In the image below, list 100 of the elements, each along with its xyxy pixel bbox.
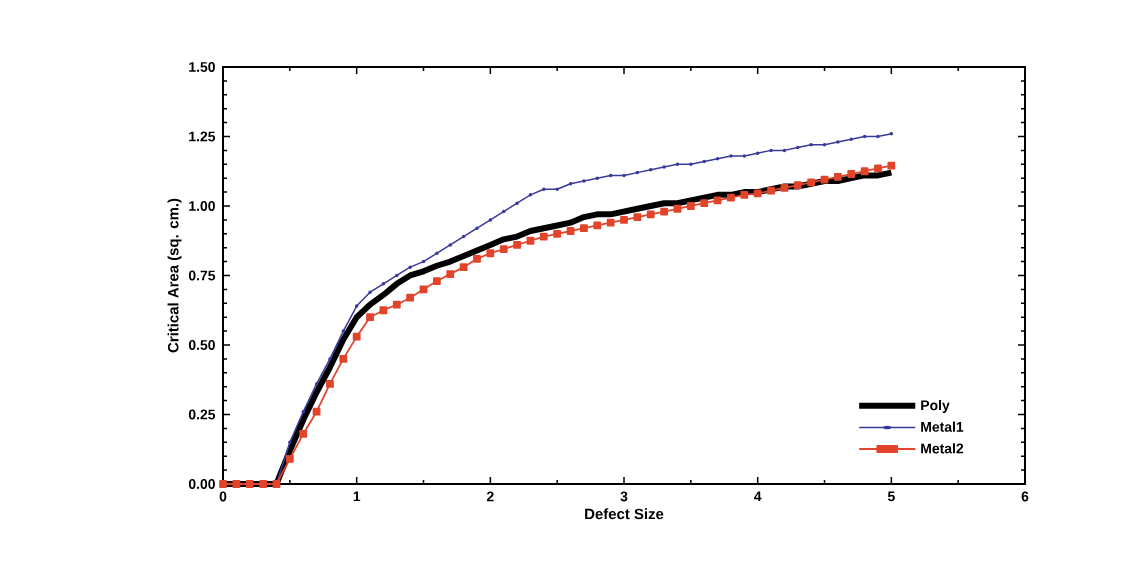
point	[689, 162, 693, 167]
point	[392, 300, 401, 309]
point	[486, 249, 495, 258]
point	[780, 184, 789, 192]
point	[473, 254, 481, 263]
y-tick-label: 0.25	[188, 409, 216, 420]
legend-label: Poly	[921, 400, 950, 414]
point	[539, 232, 548, 241]
point	[312, 407, 321, 416]
point	[769, 148, 773, 153]
y-axis-title: Critical Area (sq. cm.)	[167, 198, 182, 353]
point	[729, 154, 733, 158]
point	[459, 263, 468, 272]
point	[435, 251, 439, 255]
point	[301, 409, 305, 414]
x-tick-label: 5	[887, 491, 895, 502]
point	[461, 234, 466, 239]
point	[419, 285, 428, 294]
point	[793, 181, 802, 190]
legend-label: Metal1	[921, 421, 964, 432]
point	[526, 236, 535, 245]
point	[860, 167, 869, 176]
point	[620, 215, 628, 224]
point	[446, 270, 455, 278]
point	[753, 189, 762, 198]
point	[649, 168, 653, 172]
point	[635, 170, 640, 175]
point	[488, 218, 493, 222]
point	[528, 193, 533, 197]
point	[662, 165, 666, 169]
point	[608, 173, 613, 178]
point	[847, 170, 856, 178]
point	[593, 221, 602, 230]
point	[862, 134, 867, 139]
point	[448, 243, 452, 247]
y-tick-label: 0.75	[188, 270, 216, 281]
point	[352, 332, 361, 341]
point	[633, 213, 642, 221]
point	[381, 282, 386, 286]
point	[740, 190, 749, 199]
point	[499, 245, 508, 253]
point	[807, 178, 816, 187]
point	[395, 273, 399, 278]
point	[796, 145, 800, 150]
point	[889, 131, 894, 136]
point	[809, 143, 813, 147]
point	[285, 455, 294, 463]
point	[702, 159, 706, 164]
point	[782, 148, 787, 153]
point	[379, 306, 388, 315]
point	[432, 277, 441, 285]
point	[553, 229, 562, 238]
point	[686, 202, 695, 210]
point	[767, 186, 775, 195]
y-tick-label: 0.50	[188, 340, 215, 350]
point	[833, 172, 842, 181]
x-tick-label: 6	[1021, 491, 1029, 502]
point	[501, 209, 506, 214]
point	[700, 199, 709, 208]
point	[660, 207, 669, 216]
point	[595, 176, 600, 180]
point	[219, 480, 227, 488]
point	[566, 227, 575, 235]
point	[580, 224, 588, 233]
point	[673, 204, 682, 213]
point	[568, 181, 573, 186]
point	[836, 140, 840, 144]
point	[727, 193, 735, 202]
point	[354, 304, 359, 308]
point	[742, 154, 747, 158]
point	[542, 187, 546, 192]
point	[622, 173, 626, 178]
point	[328, 357, 332, 361]
point	[408, 265, 412, 269]
y-tick-label: 0.00	[188, 479, 215, 489]
point	[822, 143, 827, 147]
x-tick-label: 1	[353, 491, 361, 502]
point	[675, 162, 680, 167]
point	[421, 259, 426, 264]
point	[515, 201, 519, 205]
x-tick-label: 3	[620, 491, 628, 502]
legend-label: Metal2	[921, 443, 964, 454]
x-tick-label: 4	[754, 491, 762, 502]
y-tick-label: 1.25	[189, 131, 216, 142]
point	[299, 430, 308, 438]
x-axis-title: Defect Size	[585, 508, 664, 520]
point	[887, 161, 896, 170]
y-tick-label: 1.00	[189, 201, 215, 211]
point	[368, 290, 372, 294]
x-tick-label: 2	[486, 491, 494, 502]
point	[232, 480, 241, 488]
point	[582, 179, 586, 183]
point	[646, 210, 655, 219]
point	[755, 151, 760, 155]
point	[606, 218, 615, 227]
point	[245, 480, 254, 488]
point	[876, 134, 880, 139]
point	[715, 156, 720, 161]
x-tick-label: 0	[219, 491, 227, 502]
point	[513, 241, 521, 249]
